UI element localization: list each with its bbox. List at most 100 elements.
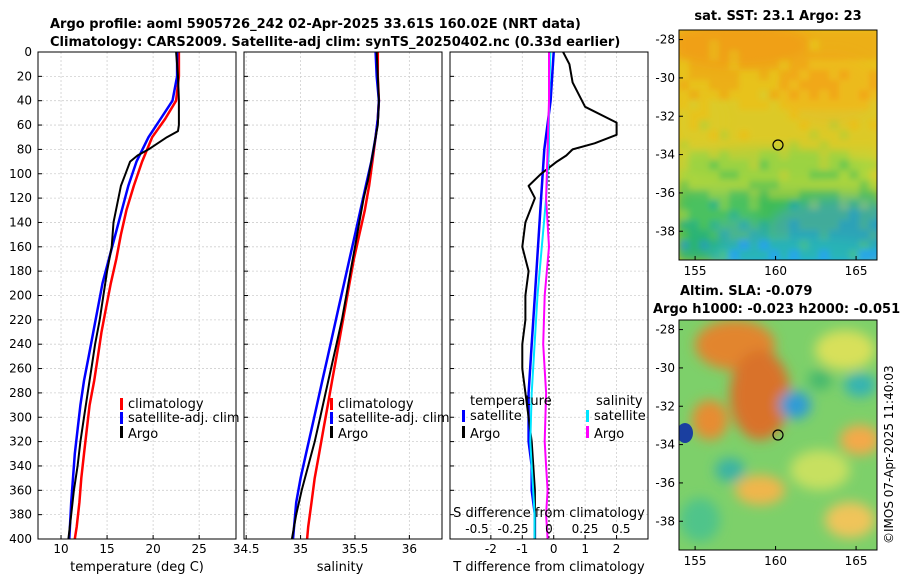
legend-swatch-t-argo [462,426,465,438]
sst-pixel [719,180,729,190]
sst-pixel [839,190,849,200]
sst-pixel [749,130,759,140]
sst-pixel [769,50,779,60]
sst-pixel [819,240,829,250]
sst-pixel [799,200,809,210]
sst-pixel [799,220,809,230]
sst-pixel [789,160,799,170]
sst-pixel [729,170,739,180]
sst-pixel [789,250,799,260]
map-y-tick-label: -34 [655,148,675,162]
legend-swatch-argo [330,426,333,438]
sst-pixel [689,180,699,190]
sst-pixel [819,100,829,110]
series-salinity-satellite [529,52,552,539]
sst-pixel [689,30,699,40]
sst-pixel [719,160,729,170]
sst-pixel [749,250,759,260]
salinity-legend: climatology satellite-adj. clim Argo [330,397,450,442]
sst-pixel [719,170,729,180]
sst-pixel [679,70,689,80]
sst-pixel [749,230,759,240]
salinity-difference-ticks: -0.5 -0.25 0 0.25 0.5 [465,522,630,536]
sst-pixel [729,60,739,70]
sst-pixel [799,110,809,120]
x-tick-label: 2 [613,542,621,556]
temperature-ticks: 10 15 20 25 [38,51,207,556]
sst-pixel [819,60,829,70]
sst-pixel [759,150,769,160]
legend-label-t-argo: Argo [470,427,500,442]
sst-pixel [779,120,789,130]
salinity-xlabel: salinity [317,560,364,575]
map-y-tick-label: -28 [655,33,675,47]
legend-label-satellite: satellite-adj. clim [128,411,240,426]
y-tick-label: 300 [9,410,32,424]
sst-pixel [769,120,779,130]
sst-pixel [819,120,829,130]
sst-pixel [769,130,779,140]
sst-pixel [689,170,699,180]
sst-pixel [749,240,759,250]
sst-pixel [749,50,759,60]
map-y-tick-label: -36 [655,186,675,200]
sst-pixel [759,170,769,180]
sst-pixel [819,40,829,50]
map-x-tick-label: 165 [845,264,868,278]
sst-pixel [769,230,779,240]
sst-pixel [779,210,789,220]
sst-pixel [679,60,689,70]
sst-pixel [749,80,759,90]
sst-pixel [769,140,779,150]
sst-pixel [789,180,799,190]
y-tick-label: 220 [9,313,32,327]
sst-pixel [799,80,809,90]
sst-pixel [859,160,869,170]
sst-pixel [709,180,719,190]
difference-xlabel: T difference from climatology [452,560,645,575]
sst-pixel [699,40,709,50]
sst-pixel [849,40,859,50]
y-tick-label: 60 [17,118,32,132]
sla-argo-marker [772,429,784,441]
sst-pixel [849,230,859,240]
sst-pixel [789,70,799,80]
temperature-xlabel: temperature (deg C) [70,560,204,575]
sst-pixel [829,120,839,130]
sst-pixel [809,210,819,220]
sst-pixel [679,140,689,150]
sst-pixel [769,160,779,170]
sst-pixel [819,210,829,220]
sst-pixel [679,90,689,100]
sst-pixel [729,40,739,50]
sst-pixel [699,150,709,160]
map-x-tick-label: 155 [684,264,707,278]
series-temperature-satellite [527,52,555,539]
sst-pixel [789,40,799,50]
x-tick-label: 15 [99,542,114,556]
sst-pixel [809,150,819,160]
sst-pixel [799,40,809,50]
sst-pixel [779,140,789,150]
sst-pixel [869,160,877,170]
sst-pixel [869,250,877,260]
sst-pixel [689,110,699,120]
sst-pixel [809,120,819,130]
sst-pixel [859,180,869,190]
sst-pixel [739,160,749,170]
sst-pixel [709,220,719,230]
sst-pixel [689,90,699,100]
sst-pixel [819,180,829,190]
sst-pixel [789,170,799,180]
sst-argo-marker [772,139,784,151]
sst-pixel [759,70,769,80]
sst-pixel [839,40,849,50]
sst-pixel [729,230,739,240]
sst-pixel [829,180,839,190]
sst-pixel [739,120,749,130]
sst-pixel [779,200,789,210]
sst-pixel [849,250,859,260]
sst-pixel [799,160,809,170]
x-tick-label: 35.5 [342,542,369,556]
